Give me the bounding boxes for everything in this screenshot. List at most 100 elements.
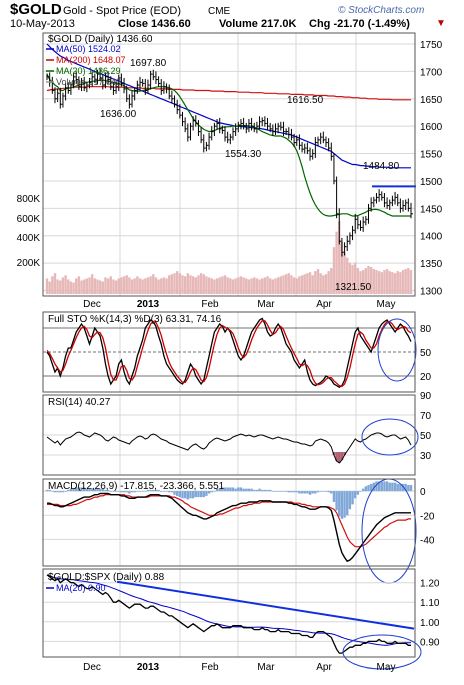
macd-histogram-bar xyxy=(253,489,256,492)
macd-histogram-bar xyxy=(287,491,290,493)
month-label: Feb xyxy=(201,299,219,310)
volume-bar xyxy=(104,277,107,294)
ma200-line xyxy=(46,86,411,101)
rsi-oversold-fill xyxy=(340,452,344,460)
volume-bar xyxy=(361,270,365,294)
brand-label: © StockCharts.com xyxy=(338,5,425,16)
volume-bar xyxy=(154,277,158,294)
volume-bar xyxy=(242,277,245,294)
macd-histogram-bar xyxy=(316,491,320,493)
price-legend-label: MA(20) 1436.29 xyxy=(56,66,121,76)
price-tick-label: 1700 xyxy=(420,67,443,78)
volume-bar xyxy=(346,257,349,294)
volume-bar xyxy=(247,279,251,294)
macd-line xyxy=(47,492,411,563)
volume-bar xyxy=(396,271,399,294)
rsi-oversold-fill xyxy=(343,452,346,455)
macd-histogram-bar xyxy=(128,491,131,494)
macd-histogram-bar xyxy=(120,491,123,493)
macd-histogram-bar xyxy=(80,487,83,492)
month-label: Apr xyxy=(316,662,332,673)
ratio-tick-label: 1.10 xyxy=(420,598,440,609)
volume-bar xyxy=(72,282,75,294)
change-arrow-icon: ▼ xyxy=(436,18,446,29)
month-label: Feb xyxy=(201,662,219,673)
rsi-panel-title: RSI(14) 40.27 xyxy=(48,397,111,408)
macd-histogram-bar xyxy=(372,482,376,492)
macd-histogram-bar xyxy=(67,489,70,492)
macd-histogram-bar xyxy=(75,487,78,492)
volume-bar xyxy=(324,274,328,294)
price-annotation: 1697.80 xyxy=(130,58,167,69)
macd-histogram-bar xyxy=(306,491,309,494)
volume-bar xyxy=(48,281,51,294)
macd-histogram-bar xyxy=(173,491,176,495)
volume-bar xyxy=(327,271,330,294)
volume-bar xyxy=(369,266,373,294)
price-tick-label: 1500 xyxy=(420,177,443,188)
volume-bar xyxy=(237,277,240,294)
macd-histogram-bar xyxy=(311,491,314,494)
macd-histogram-bar xyxy=(189,491,192,499)
volume-bar xyxy=(399,272,402,294)
volume-bar xyxy=(234,278,237,294)
volume-bar xyxy=(168,275,171,294)
volume-bar xyxy=(287,273,290,294)
macd-histogram-bar xyxy=(98,488,102,492)
volume-bar xyxy=(59,280,62,294)
volume-bar xyxy=(245,278,248,294)
macd-histogram-bar xyxy=(88,488,91,492)
volume-bar xyxy=(258,279,261,294)
volume-bar xyxy=(98,280,102,294)
volume-bar xyxy=(183,276,187,294)
price-legend-label: Volume 217,042 xyxy=(56,77,121,87)
macd-histogram-bar xyxy=(85,488,89,492)
macd-histogram-bar xyxy=(154,489,158,492)
month-label: 2013 xyxy=(137,299,160,310)
volume-bar xyxy=(141,279,144,294)
description-label: Gold - Spot Price (EOD) xyxy=(63,5,181,17)
macd-histogram-bar xyxy=(332,491,336,502)
volume-bar xyxy=(322,275,325,294)
price-legend-label: MA(200) 1648.07 xyxy=(56,55,126,65)
volume-bar xyxy=(88,277,91,294)
volume-bar xyxy=(290,275,293,294)
volume-bar xyxy=(332,247,336,294)
highlight-ellipse xyxy=(377,318,417,382)
macd-histogram-bar xyxy=(247,488,251,492)
volume-bar xyxy=(96,279,99,294)
volume-bar xyxy=(194,277,197,294)
volume-bar xyxy=(199,273,203,294)
volume-bar xyxy=(404,269,407,294)
volume-bar xyxy=(213,279,216,294)
volume-bar xyxy=(160,278,163,294)
macd-histogram-bar xyxy=(274,491,277,492)
volume-bar xyxy=(354,262,357,294)
volume-bar xyxy=(284,274,288,294)
sto-tick-label: 80 xyxy=(420,324,432,335)
volume-bar xyxy=(279,276,283,294)
macd-histogram-bar xyxy=(271,491,275,492)
date-label: 10-May-2013 xyxy=(10,18,75,30)
macd-histogram-bar xyxy=(276,491,280,492)
volume-bar xyxy=(303,274,306,294)
macd-histogram-bar xyxy=(298,491,301,494)
sto-tick-label: 50 xyxy=(420,348,432,359)
volume-bar xyxy=(117,278,120,294)
ratio-panel-title: $GOLD:$SPX (Daily) 0.88 xyxy=(48,572,165,583)
volume-bar xyxy=(56,279,59,294)
volume-bar xyxy=(175,271,179,294)
macd-histogram-bar xyxy=(162,491,166,492)
ratio-ma-line xyxy=(46,574,411,646)
macd-histogram-bar xyxy=(322,491,325,492)
volume-bar xyxy=(114,280,118,294)
macd-histogram-bar xyxy=(388,482,391,492)
volume-bar xyxy=(128,277,131,294)
highlight-ellipse xyxy=(361,418,419,456)
month-label: Apr xyxy=(316,299,332,310)
macd-histogram-bar xyxy=(136,491,139,492)
macd-histogram-bar xyxy=(314,491,317,494)
macd-histogram-bar xyxy=(319,491,322,492)
volume-bar xyxy=(51,276,54,294)
price-annotation: 1321.50 xyxy=(335,282,372,293)
